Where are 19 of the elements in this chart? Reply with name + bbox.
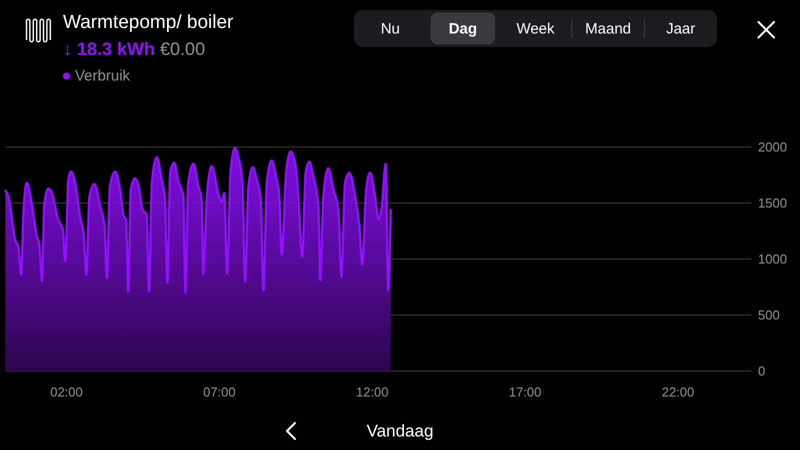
y-tick-label: 500 xyxy=(758,308,780,322)
text: Week xyxy=(516,20,556,38)
chart-title: Warmtepomp/ boiler xyxy=(63,12,234,33)
y-tick-label: 1500 xyxy=(758,196,787,210)
text: Maand xyxy=(585,20,632,38)
x-tick-label: 07:00 xyxy=(203,384,236,400)
text: Dag xyxy=(448,20,478,38)
x-tick-label: 22:00 xyxy=(662,384,694,400)
x-tick-label: 12:00 xyxy=(356,384,389,400)
y-tick-label: 2000 xyxy=(758,140,787,154)
y-tick-label: 1000 xyxy=(758,252,787,266)
y-tick-label: 0 xyxy=(758,364,766,378)
text: Nu xyxy=(380,20,400,38)
text: Vandaag xyxy=(366,422,434,440)
chart-subtitle: ↓ 18.3 kWh €0.00 xyxy=(63,39,206,59)
x-tick-label: 02:00 xyxy=(50,384,83,400)
x-tick-label: 17:00 xyxy=(508,384,542,400)
legend-label: Verbruik xyxy=(75,68,131,84)
text: Jaar xyxy=(666,20,696,38)
